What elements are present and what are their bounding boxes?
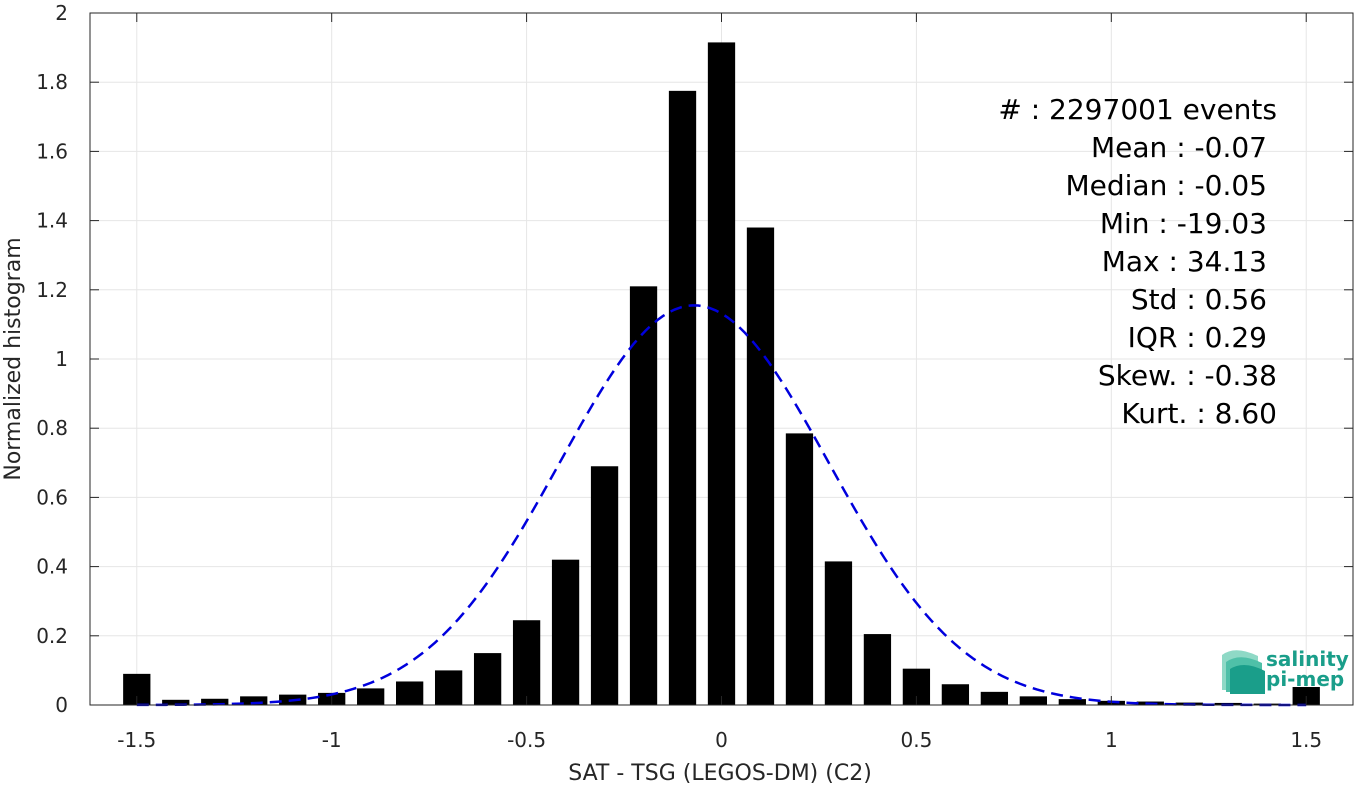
x-axis-label: SAT - TSG (LEGOS-DM) (C2) [568,761,872,785]
x-tick-label: 0.5 [901,728,933,752]
histogram-bar [629,286,658,705]
histogram-bar [980,691,1009,705]
histogram-bar [551,559,580,705]
histogram-bar [357,688,385,705]
histogram-bar [1019,696,1047,705]
y-tick-label: 0.2 [36,624,68,648]
x-tick-label: -1 [322,728,342,752]
histogram-bar [240,696,268,705]
histogram-bar [746,227,775,705]
histogram-bar [201,698,229,705]
y-tick-label: 1.4 [36,209,68,233]
histogram-bar [590,466,619,705]
x-tick-label: -1.5 [117,728,156,752]
histogram-bar [512,620,541,705]
histogram-bar [434,670,463,705]
logo-waves-icon [1222,650,1265,694]
stat-events: # : 2297001 events [998,93,1277,126]
x-tick-label: 1 [1105,728,1118,752]
histogram-bar [941,684,970,705]
x-tick-label: 1.5 [1290,728,1322,752]
stat-kurt: Kurt. : 8.60 [1121,397,1277,430]
x-tick-label: 0 [715,728,728,752]
histogram-bar [1058,699,1086,705]
y-tick-labels: 0 0.2 0.4 0.6 0.8 1 1.2 1.4 1.6 1.8 2 [36,1,68,717]
histogram-bar [473,653,502,705]
y-tick-label: 1.6 [36,139,68,163]
stat-iqr: IQR : 0.29 [1128,321,1267,354]
y-tick-label: 0 [55,693,68,717]
stat-min: Min : -19.03 [1100,207,1267,240]
stat-mean: Mean : -0.07 [1091,131,1267,164]
y-tick-label: 0.4 [36,555,68,579]
stat-max: Max : 34.13 [1102,245,1267,278]
y-tick-label: 1.2 [36,278,68,302]
stat-std: Std : 0.56 [1131,283,1267,316]
stats-annotation: # : 2297001 events Mean : -0.07 Median :… [998,93,1277,430]
histogram-bar [396,681,424,705]
x-tick-labels: -1.5 -1 -0.5 0 0.5 1 1.5 [117,728,1322,752]
y-tick-label: 2 [55,1,68,25]
y-tick-label: 0.6 [36,485,68,509]
histogram-bar [785,433,814,705]
axis-ticks [90,12,1353,706]
histogram-bar [707,42,736,706]
histogram-bar [824,561,853,705]
stat-median: Median : -0.05 [1065,169,1267,202]
salinity-pi-mep-logo: salinity pi-mep [1222,647,1349,694]
stat-skew: Skew. : -0.38 [1098,359,1277,392]
histogram-bar [162,699,190,705]
x-tick-label: -0.5 [507,728,546,752]
histogram-bar [863,634,892,705]
y-tick-label: 0.8 [36,416,68,440]
logo-text-salinity: salinity [1266,647,1349,671]
histogram-bar [668,90,697,706]
y-tick-label: 1.8 [36,70,68,94]
y-axis-label: Normalized histogram [1,237,26,480]
logo-text-pi-mep: pi-mep [1266,667,1344,691]
y-tick-label: 1 [55,347,68,371]
